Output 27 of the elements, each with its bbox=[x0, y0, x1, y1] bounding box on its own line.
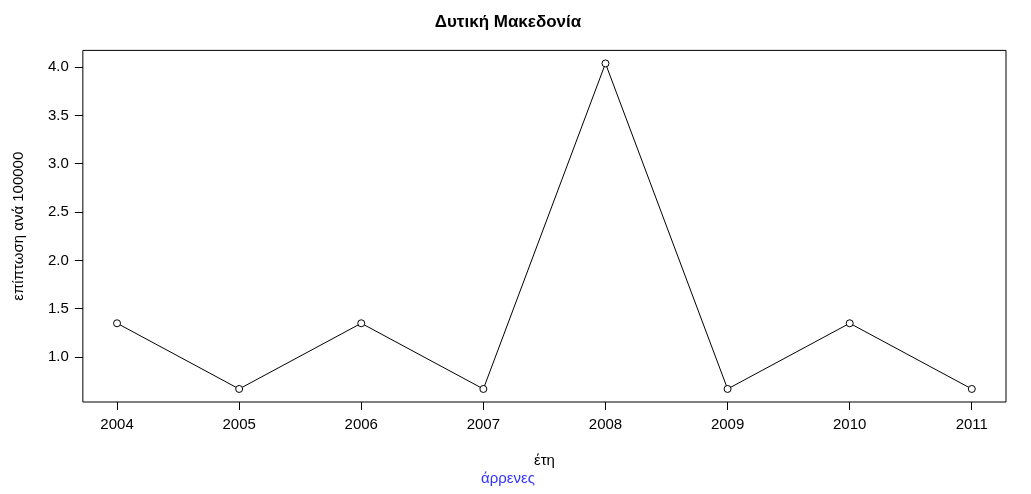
chart-title: Δυτική Μακεδονία bbox=[434, 11, 582, 31]
x-tick-label: 2007 bbox=[466, 415, 501, 433]
x-tick-label: 2009 bbox=[710, 415, 745, 433]
y-tick-label: 3.5 bbox=[47, 105, 69, 123]
x-tick-label: 2011 bbox=[955, 415, 988, 433]
x-axis-title: έτη bbox=[533, 451, 555, 469]
y-axis-title: επίπτωση ανά 100000 bbox=[9, 151, 27, 301]
point bbox=[967, 384, 976, 393]
point bbox=[235, 384, 244, 393]
text: άρρενες bbox=[481, 469, 535, 487]
point bbox=[357, 319, 366, 328]
y-tick-label: 2.0 bbox=[47, 250, 69, 268]
y-tick-label: 3.0 bbox=[47, 154, 69, 172]
x-tick-label: 2008 bbox=[588, 415, 623, 433]
point bbox=[479, 384, 488, 393]
point bbox=[723, 384, 732, 393]
y-tick-label: 1.0 bbox=[47, 347, 69, 365]
x-tick-label: 2010 bbox=[833, 415, 867, 433]
x-tick-label: 2004 bbox=[100, 415, 134, 433]
point bbox=[113, 319, 122, 328]
x-tick-label: 2005 bbox=[222, 415, 256, 433]
y-tick-label: 1.5 bbox=[47, 298, 69, 316]
x-tick-label: 2006 bbox=[344, 415, 378, 433]
point bbox=[845, 319, 854, 328]
y-tick-label: 2.5 bbox=[47, 202, 69, 220]
point bbox=[601, 59, 610, 68]
y-tick-label: 4.0 bbox=[47, 57, 69, 75]
